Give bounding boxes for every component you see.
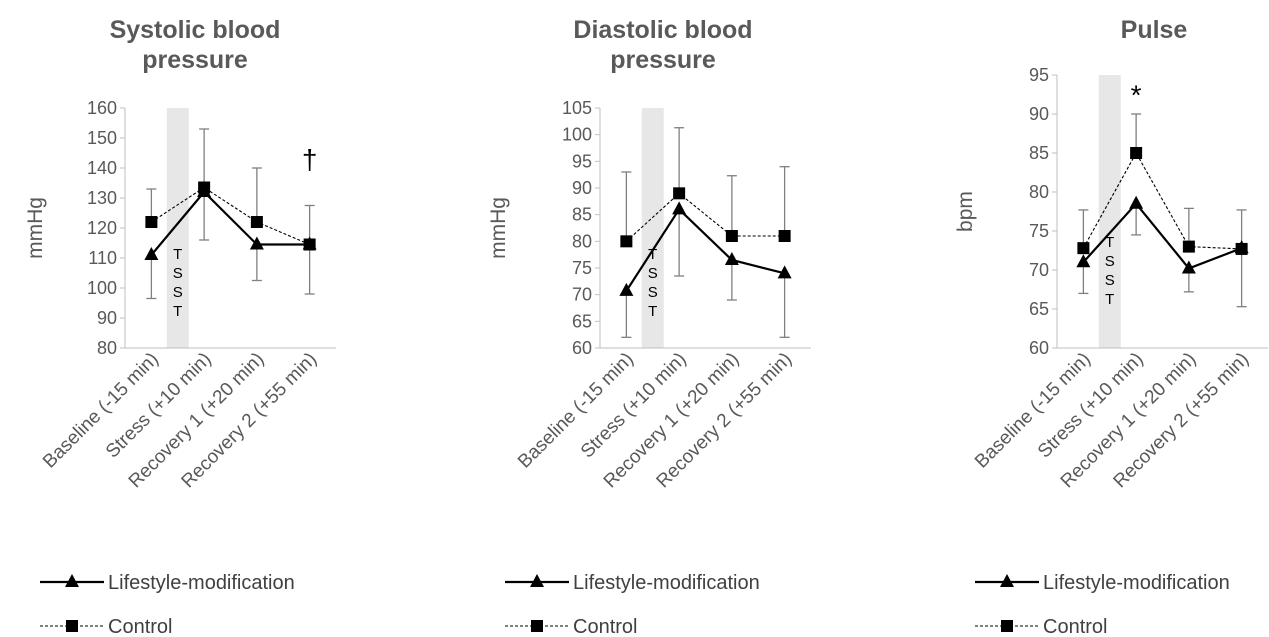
y-tick-label: 105 <box>562 98 592 118</box>
data-point-lifestyle <box>777 265 792 279</box>
tsst-letter: T <box>648 246 657 263</box>
y-tick-label: 100 <box>87 278 117 298</box>
data-point-lifestyle <box>619 282 634 296</box>
data-point-lifestyle <box>197 184 212 197</box>
data-point-lifestyle <box>1181 260 1196 274</box>
tsst-band <box>166 108 189 348</box>
tsst-letter: T <box>1105 234 1114 251</box>
chart-title: Diastolic blood <box>573 16 752 44</box>
y-tick-label: 85 <box>1029 143 1049 163</box>
data-point-lifestyle <box>302 236 317 250</box>
legend-label-control: Control <box>573 616 637 637</box>
data-point-lifestyle <box>249 236 264 250</box>
tsst-letter: S <box>1105 272 1115 289</box>
data-point-control <box>620 235 633 248</box>
data-point-lifestyle <box>1076 254 1091 268</box>
data-point-lifestyle <box>672 201 687 215</box>
y-tick-label: 60 <box>572 338 592 358</box>
y-tick-label: 60 <box>1029 338 1049 358</box>
series-line-lifestyle <box>625 207 785 292</box>
y-tick-label: 160 <box>87 98 117 118</box>
legend-label-control: Control <box>108 616 172 637</box>
tsst-band <box>1098 75 1121 348</box>
legend-label-lifestyle: Lifestyle-modification <box>108 572 295 594</box>
data-point-control <box>673 187 686 200</box>
tsst-letter: T <box>1105 291 1114 308</box>
chart-title: Pulse <box>1121 16 1188 44</box>
tsst-band <box>641 108 664 348</box>
legend-marker-lifestyle <box>1000 574 1014 587</box>
y-tick-label: 65 <box>1029 299 1049 319</box>
series-line-lifestyle <box>150 190 310 256</box>
tsst-letter: S <box>173 284 183 301</box>
data-point-control <box>145 216 158 228</box>
legend-marker-lifestyle <box>65 574 79 587</box>
y-tick-label: 70 <box>572 285 592 305</box>
y-tick-label: 85 <box>572 205 592 225</box>
y-tick-label: 110 <box>88 248 117 268</box>
series-line-control <box>151 186 310 246</box>
data-point-lifestyle <box>144 247 159 260</box>
significance-marker: † <box>302 144 318 175</box>
tsst-letter: S <box>648 265 658 282</box>
legend-label-control: Control <box>1043 616 1107 637</box>
y-axis-label: bpm <box>954 191 977 232</box>
legend-label-lifestyle: Lifestyle-modification <box>1043 572 1230 594</box>
series-line-control <box>1082 151 1242 250</box>
series-line-lifestyle <box>1082 202 1243 270</box>
y-axis-label: mmHg <box>487 197 510 259</box>
y-tick-label: 75 <box>572 258 592 278</box>
tsst-letter: S <box>1105 253 1115 270</box>
data-point-control <box>1130 147 1143 159</box>
legend-marker-lifestyle <box>530 574 544 587</box>
chart-title: Systolic blood <box>110 16 281 44</box>
data-point-control <box>250 216 263 228</box>
y-tick-label: 80 <box>1029 182 1049 202</box>
legend-label-lifestyle: Lifestyle-modification <box>573 572 760 594</box>
y-tick-label: 90 <box>572 178 592 198</box>
y-tick-label: 130 <box>87 188 117 208</box>
data-point-lifestyle <box>1129 195 1144 209</box>
data-point-control <box>725 230 738 242</box>
y-tick-label: 95 <box>1029 65 1049 85</box>
y-tick-label: 80 <box>97 338 117 358</box>
chart-title: pressure <box>142 46 248 74</box>
chart-title: pressure <box>610 46 716 74</box>
tsst-letter: T <box>173 303 182 320</box>
data-point-control <box>1182 240 1195 253</box>
y-tick-label: 65 <box>572 311 592 331</box>
data-point-control <box>778 230 791 242</box>
y-tick-label: 150 <box>87 128 117 148</box>
tsst-letter: T <box>648 303 657 320</box>
y-tick-label: 100 <box>562 125 592 145</box>
series-line-control <box>626 192 785 242</box>
data-point-lifestyle <box>724 252 739 265</box>
data-point-control <box>1077 242 1090 255</box>
legend-marker-control <box>1001 620 1013 632</box>
y-tick-label: 70 <box>1029 260 1049 280</box>
tsst-letter: S <box>173 265 183 282</box>
legend-marker-control <box>531 620 543 632</box>
data-point-lifestyle <box>1234 240 1249 254</box>
y-tick-label: 140 <box>87 158 117 178</box>
tsst-letter: T <box>173 246 182 263</box>
y-tick-label: 120 <box>87 218 117 238</box>
legend-marker-control <box>66 620 78 632</box>
y-tick-label: 90 <box>97 308 117 328</box>
y-tick-label: 75 <box>1029 221 1049 241</box>
significance-marker: * <box>1131 80 1142 111</box>
y-tick-label: 95 <box>572 151 592 171</box>
y-tick-label: 80 <box>572 231 592 251</box>
y-axis-label: mmHg <box>24 197 47 259</box>
tsst-letter: S <box>648 284 658 301</box>
y-tick-label: 90 <box>1029 104 1049 124</box>
